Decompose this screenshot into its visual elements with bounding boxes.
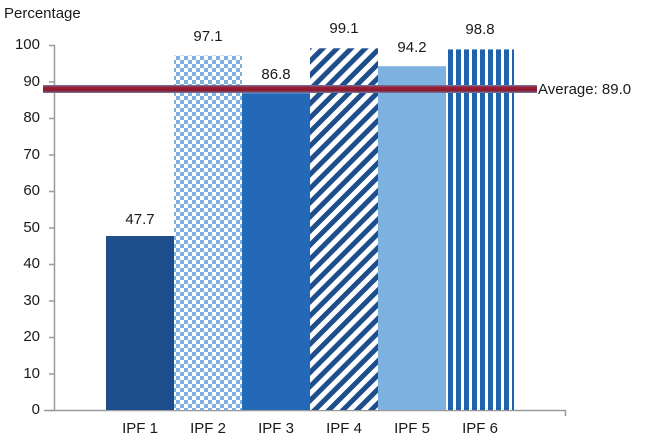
x-tick-label: IPF 1 — [122, 420, 158, 437]
y-tick-label: 10 — [23, 365, 40, 382]
bar-ipf-5 — [378, 66, 446, 410]
y-tick-label: 80 — [23, 109, 40, 126]
data-label-ipf-1: 47.7 — [125, 211, 155, 228]
bar-ipf-3 — [242, 93, 310, 410]
y-tick-label: 60 — [23, 182, 40, 199]
x-tick-label: IPF 5 — [394, 420, 430, 437]
y-tick-label: 70 — [23, 146, 40, 163]
bar-ipf-4 — [310, 48, 378, 411]
x-tick-label: IPF 4 — [326, 420, 362, 437]
y-tick-label: 40 — [23, 255, 40, 272]
data-label-ipf-5: 94.2 — [397, 39, 427, 56]
data-label-ipf-6: 98.8 — [465, 21, 495, 38]
bar-ipf-6 — [446, 49, 514, 411]
x-tick-label: IPF 3 — [258, 420, 294, 437]
bar-ipf-2 — [174, 55, 242, 410]
data-label-ipf-3: 86.8 — [261, 66, 291, 83]
x-tick-label: IPF 2 — [190, 420, 226, 437]
data-label-ipf-2: 97.1 — [193, 28, 223, 45]
y-tick-label: 20 — [23, 328, 40, 345]
y-tick-label: 30 — [23, 292, 40, 309]
y-tick-label: 100 — [14, 36, 40, 53]
y-axis-ticks — [49, 44, 55, 412]
y-tick-label: 90 — [23, 73, 40, 90]
y-tick-label: 50 — [23, 219, 40, 236]
x-tick-label: IPF 6 — [462, 420, 498, 437]
average-line — [43, 85, 537, 93]
data-label-ipf-4: 99.1 — [329, 20, 359, 37]
y-axis-title: Percentage — [4, 5, 81, 22]
average-label: Average: 89.0 — [538, 81, 632, 98]
bar-ipf-1 — [106, 236, 174, 410]
y-tick-label: 0 — [31, 401, 40, 418]
